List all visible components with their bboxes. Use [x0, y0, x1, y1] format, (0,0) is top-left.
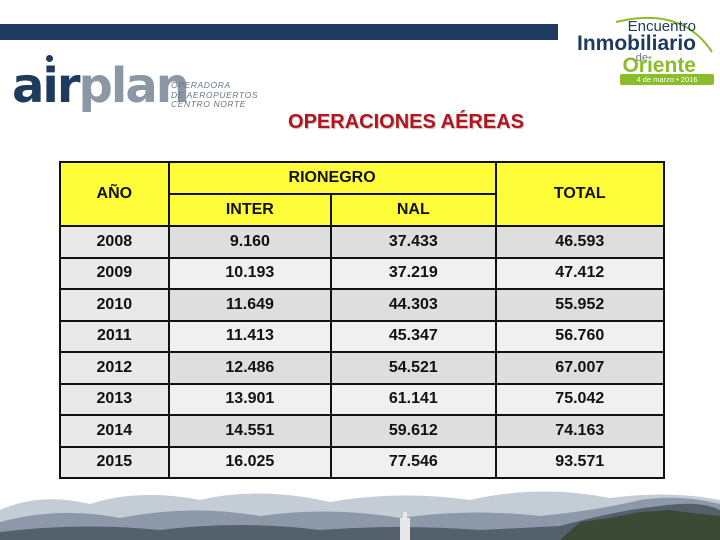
event-logo: Encuentro Inmobiliario de Oriente 4 de m… — [572, 12, 714, 88]
cell-total: 74.163 — [494, 414, 666, 448]
cell-nal: 37.219 — [330, 256, 497, 290]
cell-total: 46.593 — [494, 225, 666, 259]
logo-subtitle-line: CENTRO NORTE — [171, 99, 247, 109]
mountain-landscape — [0, 491, 720, 540]
header-nal: NAL — [330, 193, 497, 227]
table-row: 2009 10.193 37.219 47.412 — [59, 256, 666, 290]
cell-total: 67.007 — [494, 351, 666, 385]
table-row: 2013 13.901 61.141 75.042 — [59, 382, 666, 416]
cell-year: 2012 — [59, 351, 170, 385]
cell-inter: 10.193 — [167, 256, 333, 290]
header-inter: INTER — [167, 193, 333, 227]
cell-nal: 59.612 — [330, 414, 497, 448]
cell-inter: 9.160 — [167, 225, 333, 259]
event-line-3: de — [635, 52, 648, 64]
logo-subtitle-line: DE AEROPUERTOS — [171, 89, 259, 100]
cell-year: 2008 — [59, 225, 170, 259]
cell-inter: 13.901 — [167, 382, 333, 416]
logo-subtitle-line: OPERADORA — [171, 80, 231, 90]
cell-inter: 11.413 — [167, 319, 333, 353]
cell-total: 47.412 — [494, 256, 666, 290]
table-row: 2008 9.160 37.433 46.593 — [59, 225, 666, 259]
cell-nal: 77.546 — [330, 445, 497, 479]
event-date-badge: 4 de marzo • 2016 — [620, 74, 714, 85]
cell-year: 2011 — [59, 319, 170, 353]
table-row: 2015 16.025 77.546 93.571 — [59, 445, 666, 479]
cell-inter: 14.551 — [167, 414, 333, 448]
event-arc-icon — [615, 16, 713, 53]
cell-year: 2013 — [59, 382, 170, 416]
logo-word-air: air — [12, 58, 81, 114]
cell-inter: 12.486 — [167, 351, 333, 385]
event-line-2: Inmobiliario — [576, 32, 696, 55]
cell-year: 2010 — [59, 288, 170, 322]
header-total: TOTAL — [494, 161, 666, 227]
page-title: OPERACIONES AÉREAS — [288, 111, 524, 133]
cell-year: 2015 — [59, 445, 170, 479]
cell-year: 2014 — [59, 414, 170, 448]
cell-inter: 16.025 — [167, 445, 333, 479]
cell-nal: 61.141 — [330, 382, 497, 416]
cell-nal: 45.347 — [330, 319, 497, 353]
airplan-logo: airplan — [12, 62, 190, 110]
header-year: AÑO — [59, 161, 170, 227]
table-row: 2012 12.486 54.521 67.007 — [59, 351, 666, 385]
cell-year: 2009 — [59, 256, 170, 290]
event-line-1: Encuentro — [627, 18, 696, 35]
table-row: 2010 11.649 44.303 55.952 — [59, 288, 666, 322]
cell-total: 93.571 — [494, 445, 666, 479]
cell-total: 56.760 — [494, 319, 666, 353]
table-row: 2014 14.551 59.612 74.163 — [59, 414, 666, 448]
cell-nal: 37.433 — [330, 225, 497, 259]
logo-word-plan: plan — [78, 58, 190, 114]
cell-inter: 11.649 — [167, 288, 333, 322]
cell-total: 75.042 — [494, 382, 666, 416]
logo-subtitle: OPERADORA DE AEROPUERTOS CENTRO NORTE — [171, 80, 259, 110]
logo-dot — [46, 55, 53, 62]
cell-nal: 44.303 — [330, 288, 497, 322]
table-row: 2011 11.413 45.347 56.760 — [59, 319, 666, 353]
event-line-4: Oriente — [622, 54, 696, 77]
operations-table: AÑO RIONEGRO TOTAL INTER NAL 2008 9.160 … — [59, 161, 666, 479]
header-rionegro: RIONEGRO — [167, 161, 497, 195]
cell-total: 55.952 — [494, 288, 666, 322]
top-banner-bar — [0, 24, 558, 40]
cell-nal: 54.521 — [330, 351, 497, 385]
